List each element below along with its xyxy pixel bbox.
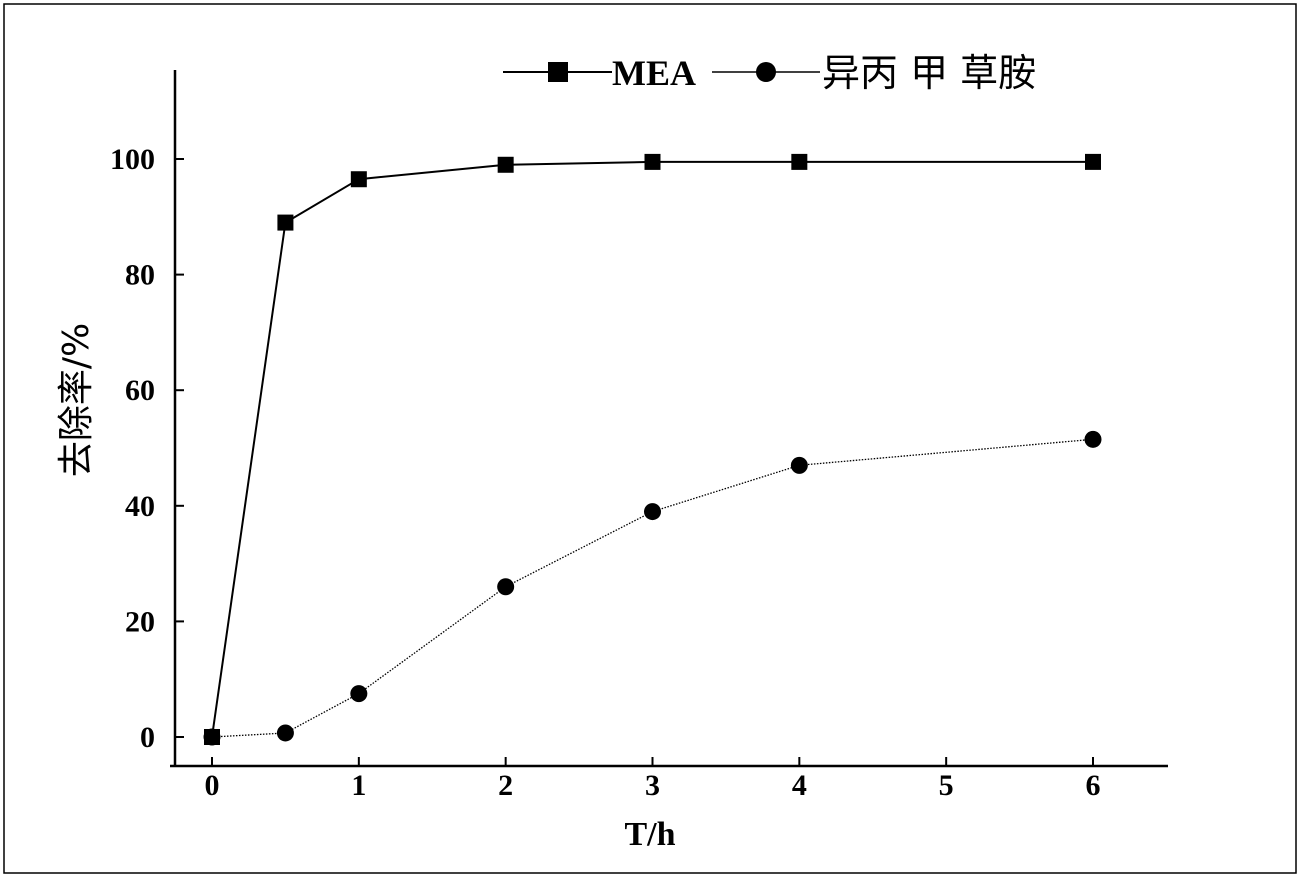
data-point-circle <box>497 578 515 596</box>
data-point-circle <box>203 728 221 746</box>
series-line-1 <box>211 438 1094 738</box>
y-tick-label: 80 <box>125 259 155 292</box>
y-tick-label: 60 <box>125 374 155 407</box>
data-point-circle <box>276 724 294 742</box>
data-point-circle <box>790 456 808 474</box>
x-tick-label: 4 <box>792 769 807 802</box>
y-tick-label: 20 <box>125 605 155 638</box>
legend-square-marker-icon <box>548 62 568 82</box>
legend: MEA 异丙 甲 草胺 <box>503 51 1036 95</box>
data-point-square <box>277 214 294 231</box>
series-layer <box>203 153 1102 746</box>
data-point-square <box>350 171 367 188</box>
y-tick-label: 40 <box>125 490 155 523</box>
x-tick-label: 1 <box>351 769 366 802</box>
x-tick-label: 3 <box>645 769 660 802</box>
legend-label-mea: MEA <box>612 53 696 93</box>
x-tick-label: 5 <box>939 769 954 802</box>
data-point-square <box>791 153 808 170</box>
y-tick-label: 0 <box>140 721 155 754</box>
data-point-circle <box>350 685 368 703</box>
x-tick-label: 2 <box>498 769 513 802</box>
x-tick-label: 6 <box>1086 769 1101 802</box>
data-point-circle <box>644 503 661 521</box>
y-tick-label: 100 <box>110 143 155 176</box>
x-tick-label: 0 <box>205 769 220 802</box>
data-point-square <box>497 156 514 173</box>
legend-label-metolachlor: 异丙 甲 草胺 <box>822 51 1036 95</box>
y-axis-title: 去除率/% <box>56 323 97 477</box>
y-axis-ticks: 0 20 40 60 80 100 <box>110 143 184 754</box>
x-axis-title: T/h <box>624 816 675 853</box>
series-line-0 <box>211 160 1093 738</box>
data-point-circle <box>1084 430 1102 448</box>
frame-border <box>3 3 1297 874</box>
data-point-square <box>644 153 661 170</box>
x-axis-ticks: 0 1 2 3 4 5 6 <box>205 757 1101 802</box>
legend-circle-marker-icon <box>756 62 776 82</box>
data-point-square <box>1085 153 1101 170</box>
